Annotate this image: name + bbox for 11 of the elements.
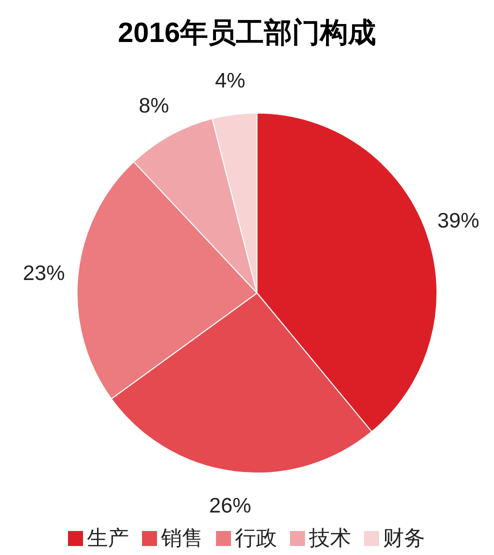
data-label: 4% xyxy=(215,70,246,93)
chart-title: 2016年员工部门构成 xyxy=(118,17,376,48)
legend-label: 财务 xyxy=(383,527,425,550)
legend-label: 技术 xyxy=(308,527,351,550)
legend-label: 行政 xyxy=(235,527,277,550)
data-label: 39% xyxy=(437,210,480,233)
data-label: 23% xyxy=(22,262,65,285)
data-label: 8% xyxy=(138,94,170,118)
legend-label: 销售 xyxy=(160,527,203,550)
data-label: 26% xyxy=(209,494,252,518)
legend-label: 生产 xyxy=(87,527,129,550)
